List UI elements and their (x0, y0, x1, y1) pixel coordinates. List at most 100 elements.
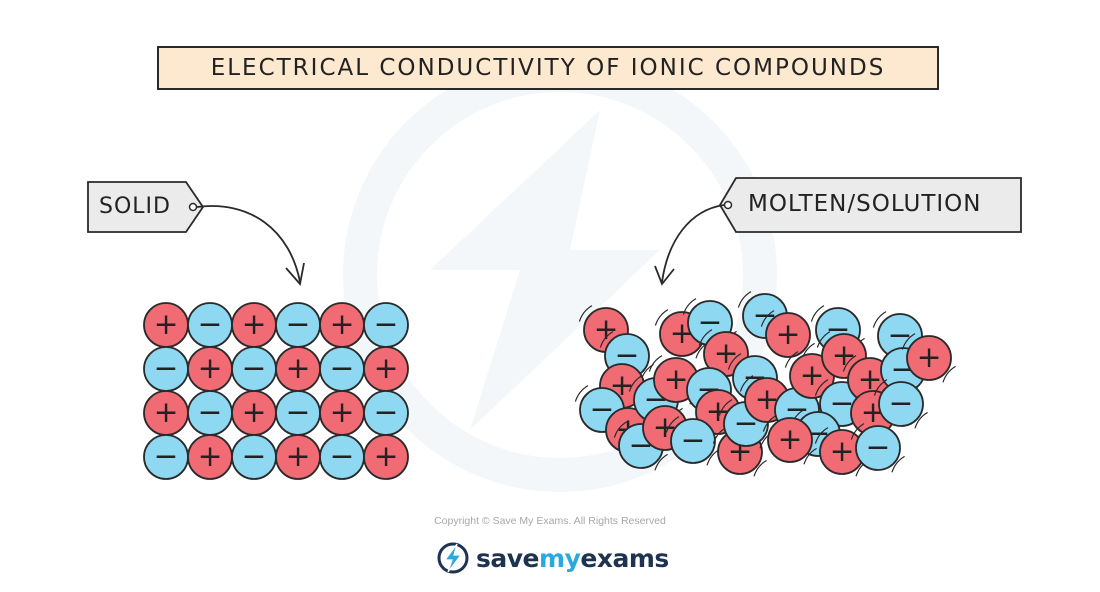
motion-line (665, 416, 680, 433)
motion-line (737, 291, 752, 308)
solid-negative-ion: − (363, 390, 409, 436)
ion-body (855, 425, 901, 471)
lightning-bolt-icon (437, 542, 469, 574)
ion-charge-symbol: + (714, 336, 739, 371)
ion-charge-symbol: + (198, 439, 223, 474)
page-title: Electrical conductivity of ionic compoun… (157, 46, 939, 90)
ion-body (906, 335, 952, 381)
molten-negative-ion: − (873, 379, 928, 429)
ion-charge-symbol: + (917, 340, 942, 375)
solid-negative-ion: − (187, 390, 233, 436)
motion-line (578, 305, 593, 322)
molten-arrow (661, 204, 725, 283)
ion-charge-symbol: − (681, 423, 706, 458)
motion-line (599, 331, 614, 348)
ion-charge-symbol: − (889, 386, 914, 421)
motion-line (891, 455, 905, 473)
solid-negative-ion: − (231, 434, 277, 480)
ion-charge-symbol: + (330, 307, 355, 342)
motion-line (574, 385, 589, 402)
ion-charge-symbol: + (830, 434, 855, 469)
solid-arrow (196, 205, 301, 283)
brand-name-exams: exams (580, 543, 669, 573)
ion-body (670, 418, 716, 464)
molten-solution-label: MOLTEN/SOLUTION (748, 191, 982, 217)
motion-line (654, 309, 669, 326)
solid-negative-ion: − (231, 346, 277, 392)
solid-positive-ion: + (275, 346, 321, 392)
solid-negative-ion: − (143, 434, 189, 480)
solid-positive-ion: + (363, 434, 409, 480)
motion-line (682, 298, 697, 315)
motion-line (753, 459, 767, 477)
ion-charge-symbol: + (330, 395, 355, 430)
ion-charge-symbol: + (242, 395, 267, 430)
ion-body (767, 417, 813, 463)
motion-line (727, 353, 742, 370)
molten-arrowhead (654, 265, 675, 286)
solid-positive-ion: + (275, 434, 321, 480)
motion-line (816, 331, 831, 348)
ion-charge-symbol: − (198, 307, 223, 342)
ion-charge-symbol: − (154, 439, 179, 474)
motion-line (762, 415, 777, 432)
solid-negative-ion: − (187, 302, 233, 348)
solid-negative-ion: − (143, 346, 189, 392)
ion-charge-symbol: + (242, 307, 267, 342)
ion-charge-symbol: − (866, 430, 891, 465)
motion-line (914, 411, 928, 429)
molten-positive-ion: + (901, 333, 956, 383)
solid-positive-ion: + (143, 302, 189, 348)
solid-positive-ion: + (319, 390, 365, 436)
ion-charge-symbol: − (198, 395, 223, 430)
ion-charge-symbol: + (154, 395, 179, 430)
ion-charge-symbol: + (374, 351, 399, 386)
motion-line (648, 355, 663, 372)
motion-line (810, 305, 825, 322)
molten-positive-ion: + (814, 427, 869, 477)
molten-negative-ion: − (850, 423, 905, 473)
solid-label: SOLID (99, 194, 171, 219)
copyright-notice: Copyright © Save My Exams. All Rights Re… (434, 515, 666, 527)
solid-positive-ion: + (363, 346, 409, 392)
motion-line (654, 453, 668, 471)
molten-positive-ion: + (762, 415, 817, 465)
ion-charge-symbol: − (374, 307, 399, 342)
solid-positive-ion: + (187, 434, 233, 480)
motion-line (613, 421, 628, 438)
ion-charge-symbol: − (242, 351, 267, 386)
ion-charge-symbol: − (154, 351, 179, 386)
solid-positive-ion: + (143, 390, 189, 436)
ion-charge-symbol: + (778, 422, 803, 457)
motion-line (850, 423, 865, 440)
ion-charge-symbol: + (374, 439, 399, 474)
ion-charge-symbol: + (286, 351, 311, 386)
brand-name: savemyexams (476, 544, 669, 573)
ion-charge-symbol: + (800, 358, 825, 393)
solid-negative-ion: − (275, 390, 321, 436)
motion-line (942, 365, 956, 383)
motion-line (842, 355, 857, 372)
motion-line (784, 351, 799, 368)
ion-charge-symbol: − (286, 395, 311, 430)
motion-line (872, 311, 887, 328)
motion-line (739, 375, 754, 392)
motion-line (814, 427, 829, 444)
ion-body (765, 312, 811, 358)
ion-charge-symbol: + (776, 317, 801, 352)
ion-charge-symbol: − (374, 395, 399, 430)
ion-body (363, 434, 409, 480)
molten-tag-hole (723, 200, 733, 210)
motion-line (873, 379, 888, 396)
motion-line (718, 399, 733, 416)
ion-charge-symbol: + (286, 439, 311, 474)
motion-line (760, 310, 775, 327)
motion-line (628, 375, 643, 392)
molten-positive-ion: + (760, 310, 815, 360)
motion-line (901, 333, 916, 350)
molten-tag-shape (718, 177, 1022, 233)
